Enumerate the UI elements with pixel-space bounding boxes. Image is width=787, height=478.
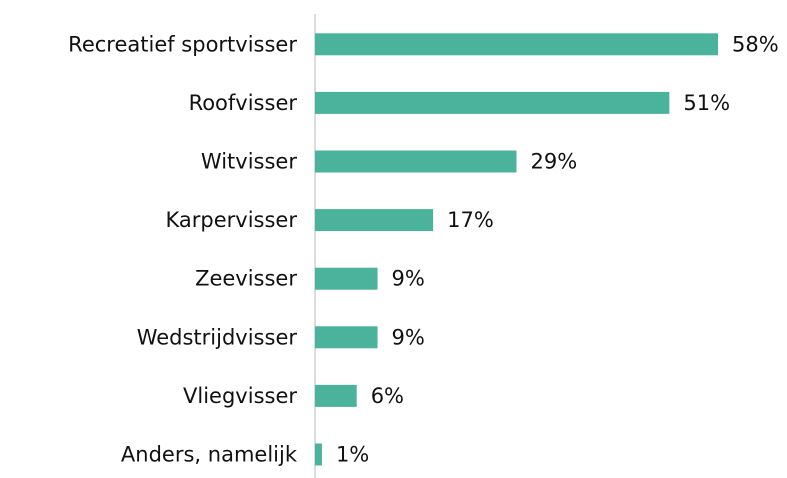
bar	[315, 91, 670, 114]
bar	[315, 150, 517, 173]
category-label: Roofvisser	[189, 91, 298, 115]
value-label: 6%	[371, 384, 404, 408]
bar	[315, 33, 718, 56]
category-label: Witvisser	[201, 150, 297, 174]
category-label: Wedstrijdvisser	[137, 325, 298, 349]
value-label: 29%	[531, 150, 578, 174]
category-label: Karpervisser	[166, 208, 298, 232]
category-label: Zeevisser	[195, 267, 297, 291]
category-label: Recreatief sportvisser	[68, 32, 297, 56]
value-label: 1%	[336, 443, 369, 467]
value-label: 58%	[732, 32, 779, 56]
bar	[315, 384, 357, 407]
value-label: 17%	[447, 208, 494, 232]
bar	[315, 326, 378, 349]
category-label: Vliegvisser	[183, 384, 297, 408]
value-label: 9%	[392, 267, 425, 291]
value-label: 51%	[683, 91, 730, 115]
category-label: Anders, namelijk	[121, 443, 298, 467]
bar	[315, 267, 378, 290]
value-label: 9%	[392, 325, 425, 349]
bar	[315, 443, 322, 466]
bar	[315, 209, 434, 232]
